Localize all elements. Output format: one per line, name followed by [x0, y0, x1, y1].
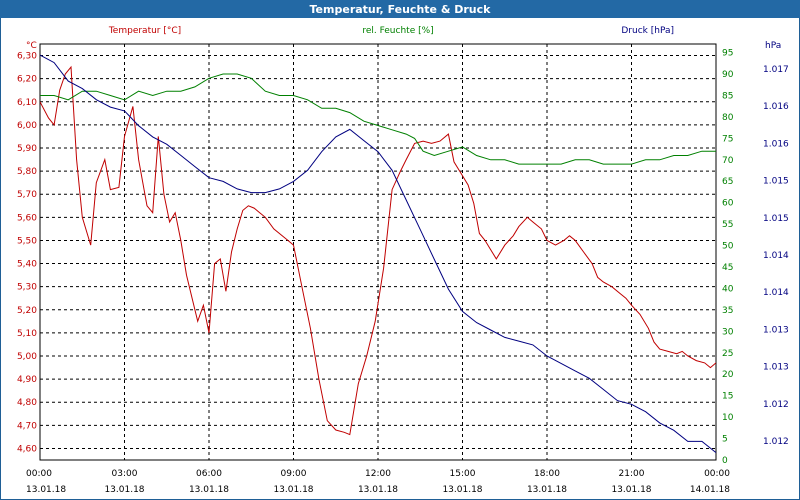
temp-tick-label: 5,70 — [17, 190, 37, 200]
humidity-tick-label: 60 — [722, 199, 734, 209]
humidity-tick-label: 10 — [722, 413, 734, 423]
pressure-tick-label: 1.017 — [763, 65, 789, 75]
humidity-tick-label: 45 — [722, 263, 733, 273]
humidity-tick-label: 90 — [722, 70, 734, 80]
humidity-tick-label: 80 — [722, 113, 734, 123]
x-tick-date: 13.01.18 — [273, 485, 313, 495]
temp-tick-label: 6,20 — [17, 75, 37, 85]
temp-unit-label: °C — [26, 41, 37, 51]
x-tick-date: 13.01.18 — [189, 485, 229, 495]
humidity-tick-label: 50 — [722, 242, 734, 252]
temp-tick-label: 5,50 — [17, 236, 37, 246]
plot-area — [39, 43, 717, 461]
humidity-tick-label: 85 — [722, 91, 733, 101]
pressure-series-header: Druck [hPa] — [621, 26, 674, 36]
chart-title: Temperatur, Feuchte & Druck — [309, 2, 491, 16]
x-tick-date: 13.01.18 — [26, 485, 66, 495]
temp-tick-label: 5,00 — [17, 352, 37, 362]
temp-tick-label: 6,00 — [17, 121, 37, 131]
temp-series-header: Temperatur [°C] — [108, 26, 181, 36]
x-tick-time: 00:00 — [26, 469, 52, 479]
x-tick-date: 14.01.18 — [690, 485, 730, 495]
humidity-tick-label: 40 — [722, 284, 734, 294]
temp-tick-label: 4,90 — [17, 375, 37, 385]
humidity-tick-label: 55 — [722, 220, 733, 230]
grid-lines — [40, 44, 716, 460]
humidity-tick-label: 15 — [722, 392, 733, 402]
x-tick-time: 21:00 — [619, 469, 645, 479]
humidity-tick-label: 95 — [722, 49, 733, 59]
x-tick-time: 00:00 — [704, 469, 730, 479]
x-tick-date: 13.01.18 — [442, 485, 482, 495]
humidity-tick-label: 75 — [722, 134, 733, 144]
temp-tick-label: 5,60 — [17, 213, 37, 223]
humidity-tick-label: 30 — [722, 327, 734, 337]
pressure-tick-label: 1.016 — [763, 102, 789, 112]
series-line-pressure — [40, 54, 716, 453]
humidity-tick-label: 65 — [722, 177, 733, 187]
temp-tick-label: 6,30 — [17, 52, 37, 62]
humidity-tick-label: 0 — [722, 456, 728, 466]
series-layer — [40, 54, 716, 453]
pressure-tick-label: 1.014 — [763, 251, 789, 261]
temp-tick-label: 4,80 — [17, 398, 37, 408]
temp-tick-label: 5,20 — [17, 306, 37, 316]
temp-tick-label: 5,40 — [17, 260, 37, 270]
x-tick-date: 13.01.18 — [611, 485, 651, 495]
x-tick-date: 13.01.18 — [527, 485, 567, 495]
pressure-tick-label: 1.015 — [763, 214, 789, 224]
x-tick-time: 09:00 — [281, 469, 307, 479]
pressure-tick-label: 1.013 — [763, 363, 789, 373]
x-tick-date: 13.01.18 — [104, 485, 144, 495]
humidity-series-header: rel. Feuchte [%] — [362, 26, 433, 36]
humidity-tick-label: 35 — [722, 306, 733, 316]
humidity-tick-label: 20 — [722, 370, 734, 380]
series-line-humidity — [40, 73, 716, 165]
humidity-tick-label: 25 — [722, 349, 733, 359]
pressure-tick-label: 1.013 — [763, 325, 789, 335]
temp-tick-label: 6,10 — [17, 98, 37, 108]
x-tick-time: 15:00 — [450, 469, 476, 479]
pressure-tick-label: 1.016 — [763, 139, 789, 149]
series-line-temperature — [40, 65, 716, 436]
x-tick-time: 12:00 — [365, 469, 391, 479]
temp-tick-label: 4,60 — [17, 444, 37, 454]
x-tick-date: 13.01.18 — [358, 485, 398, 495]
x-tick-time: 18:00 — [534, 469, 560, 479]
title-bar: Temperatur, Feuchte & Druck — [0, 0, 800, 18]
temp-tick-label: 4,70 — [17, 421, 37, 431]
x-tick-time: 03:00 — [112, 469, 138, 479]
pressure-tick-label: 1.015 — [763, 177, 789, 187]
pressure-tick-label: 1.012 — [763, 400, 789, 410]
temp-tick-label: 5,10 — [17, 329, 37, 339]
temp-tick-label: 5,80 — [17, 167, 37, 177]
pressure-tick-label: 1.012 — [763, 437, 789, 447]
temp-tick-label: 5,90 — [17, 144, 37, 154]
pressure-tick-label: 1.014 — [763, 288, 789, 298]
humidity-tick-label: 70 — [722, 156, 734, 166]
x-tick-time: 06:00 — [196, 469, 222, 479]
temp-tick-label: 5,30 — [17, 283, 37, 293]
axis-labels: 6,30 6,20 6,10 6,00 5,90 5,80 5,70 5,60 5,50 5,40… — [17, 26, 789, 495]
humidity-tick-label: 5 — [722, 435, 728, 445]
pressure-unit-label: hPa — [765, 41, 781, 51]
